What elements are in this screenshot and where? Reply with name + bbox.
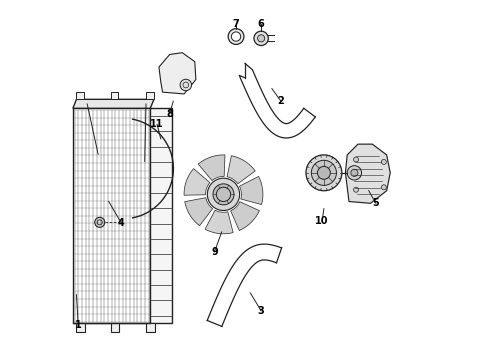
Circle shape (207, 178, 240, 211)
Text: 3: 3 (258, 306, 265, 316)
Text: 2: 2 (277, 96, 284, 106)
Circle shape (258, 35, 265, 42)
Polygon shape (159, 53, 196, 94)
Text: 7: 7 (233, 19, 240, 29)
Text: 9: 9 (211, 247, 218, 257)
Circle shape (213, 184, 234, 205)
Circle shape (318, 166, 330, 179)
Text: 8: 8 (166, 109, 173, 119)
Circle shape (254, 31, 269, 45)
Polygon shape (231, 202, 259, 230)
Polygon shape (185, 198, 213, 226)
Polygon shape (227, 156, 255, 184)
Text: 4: 4 (118, 218, 124, 228)
Bar (76, 323, 85, 332)
Text: 11: 11 (150, 120, 164, 129)
Polygon shape (345, 144, 390, 203)
Text: 5: 5 (372, 198, 379, 208)
Bar (73, 108, 150, 323)
Circle shape (381, 185, 386, 190)
Circle shape (95, 217, 105, 227)
Circle shape (180, 79, 192, 91)
Bar (150, 108, 172, 323)
Circle shape (228, 29, 244, 44)
Bar (111, 92, 119, 99)
Circle shape (351, 169, 358, 176)
Polygon shape (205, 210, 233, 234)
Bar (111, 323, 120, 332)
Bar (76, 92, 84, 99)
Polygon shape (240, 176, 263, 204)
Text: 10: 10 (316, 216, 329, 226)
Circle shape (306, 155, 342, 191)
Polygon shape (198, 155, 225, 181)
Circle shape (231, 32, 241, 41)
Circle shape (353, 157, 359, 162)
Polygon shape (73, 99, 154, 108)
Circle shape (353, 187, 359, 192)
Circle shape (311, 160, 337, 185)
Circle shape (347, 166, 362, 180)
Circle shape (381, 159, 386, 165)
Bar (146, 92, 154, 99)
Text: 6: 6 (258, 19, 265, 29)
Text: 1: 1 (75, 320, 82, 330)
Bar (146, 323, 155, 332)
Polygon shape (184, 168, 210, 195)
